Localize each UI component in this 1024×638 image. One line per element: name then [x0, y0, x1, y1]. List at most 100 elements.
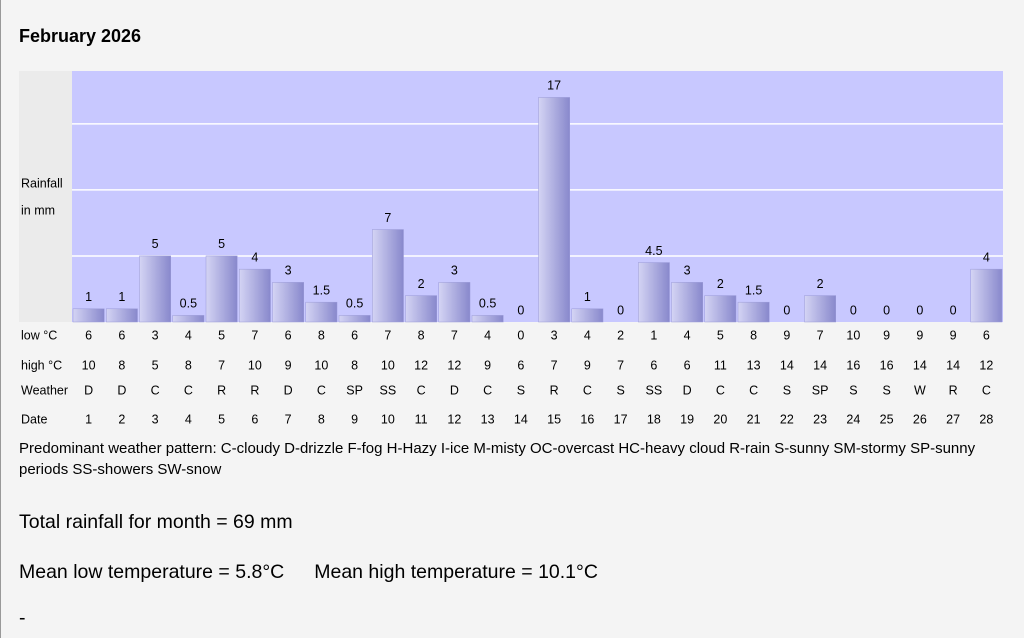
- row-cell: C: [716, 383, 725, 397]
- row-cell: C: [184, 383, 193, 397]
- x-tick-label: 20: [713, 412, 727, 426]
- bar: [405, 295, 437, 323]
- value-label: 0: [883, 303, 890, 317]
- row-cell: 8: [318, 328, 325, 342]
- x-tick-label: 23: [813, 412, 827, 426]
- x-tick-label: 19: [680, 412, 694, 426]
- row-cell: 1: [650, 328, 657, 342]
- bar: [737, 301, 770, 323]
- x-tick-label: 15: [547, 412, 561, 426]
- row-cell: 9: [584, 358, 591, 372]
- bar: [239, 268, 271, 323]
- row-cell: D: [450, 383, 459, 397]
- bar: [272, 282, 304, 323]
- row-cell: 14: [913, 358, 927, 372]
- bar: [172, 315, 205, 323]
- value-label: 5: [218, 237, 225, 251]
- value-label: 17: [547, 79, 561, 93]
- row-cell: SS: [646, 383, 663, 397]
- row-cell: 11: [714, 358, 727, 372]
- value-label: 7: [384, 211, 391, 225]
- bar: [72, 308, 105, 323]
- row-cell: 8: [750, 328, 757, 342]
- row-cell: D: [284, 383, 293, 397]
- row-cell: 8: [185, 358, 192, 372]
- row-cell: 6: [351, 328, 358, 342]
- x-tick-label: 27: [946, 412, 960, 426]
- value-label: 3: [684, 264, 691, 278]
- x-tick-label: 9: [351, 412, 358, 426]
- x-tick-label: 4: [185, 412, 192, 426]
- row-cell: 8: [351, 358, 358, 372]
- y-axis-label: Rainfall: [21, 176, 63, 190]
- row-cell: 7: [384, 328, 391, 342]
- row-cell: 14: [813, 358, 827, 372]
- row-cell: C: [483, 383, 492, 397]
- row-label: low °C: [21, 328, 57, 342]
- bar: [438, 282, 471, 323]
- total-rainfall: Total rainfall for month = 69 mm: [19, 511, 293, 533]
- x-tick-label: 26: [913, 412, 927, 426]
- mean-low: Mean low temperature = 5.8°C: [19, 561, 285, 583]
- value-label: 0: [950, 303, 957, 317]
- x-tick-label: 17: [614, 412, 628, 426]
- y-axis-label: in mm: [21, 203, 55, 217]
- row-cell: C: [317, 383, 326, 397]
- x-tick-label: 2: [118, 412, 125, 426]
- value-label: 0: [617, 303, 624, 317]
- row-cell: 10: [381, 358, 395, 372]
- bar: [638, 262, 670, 323]
- value-label: 1: [584, 290, 591, 304]
- value-label: 0: [916, 303, 923, 317]
- row-cell: SS: [380, 383, 397, 397]
- row-cell: 14: [946, 358, 960, 372]
- row-cell: 3: [551, 328, 558, 342]
- bar: [372, 229, 404, 323]
- row-cell: 6: [118, 328, 125, 342]
- row-cell: 5: [218, 328, 225, 342]
- x-tick-label: 7: [285, 412, 292, 426]
- row-cell: C: [583, 383, 592, 397]
- x-tick-label: 21: [747, 412, 761, 426]
- row-cell: 4: [684, 328, 691, 342]
- title: February 2026: [19, 26, 142, 46]
- x-tick-label: 13: [481, 412, 495, 426]
- row-cell: 9: [950, 328, 957, 342]
- row-cell: S: [849, 383, 857, 397]
- x-tick-label: 10: [381, 412, 395, 426]
- row-cell: 7: [617, 358, 624, 372]
- row-label: Date: [21, 412, 47, 426]
- value-label: 0.5: [346, 297, 363, 311]
- row-cell: 9: [883, 328, 890, 342]
- x-tick-label: 16: [580, 412, 594, 426]
- chart: Rainfall in mm low °C 6 6 3 4 5 7 6 8 6 7 8 7 4 0 3 4 2 1 4 5 8…: [19, 71, 1003, 426]
- value-label: 1: [85, 290, 92, 304]
- mean-high: Mean high temperature = 10.1°C: [314, 561, 598, 583]
- row-cell: 13: [747, 358, 761, 372]
- row-cell: 6: [285, 328, 292, 342]
- row-cell: 10: [248, 358, 262, 372]
- row-cell: 8: [118, 358, 125, 372]
- row-cell: 3: [152, 328, 159, 342]
- bar: [671, 282, 703, 323]
- value-label: 1.5: [313, 283, 330, 297]
- x-tick-label: 8: [318, 412, 325, 426]
- value-label: 2: [418, 277, 425, 291]
- row-cell: S: [616, 383, 624, 397]
- x-tick-label: 24: [846, 412, 860, 426]
- bar: [571, 308, 604, 323]
- row-cell: 8: [418, 328, 425, 342]
- row-cell: R: [949, 383, 958, 397]
- x-tick-label: 25: [880, 412, 894, 426]
- row-cell: 6: [983, 328, 990, 342]
- value-label: 1: [118, 290, 125, 304]
- row-cell: 7: [251, 328, 258, 342]
- x-tick-label: 1: [85, 412, 92, 426]
- row-cell: 10: [846, 328, 860, 342]
- row-cell: 7: [817, 328, 824, 342]
- row-cell: R: [250, 383, 259, 397]
- row-cell: 4: [584, 328, 591, 342]
- bar: [205, 255, 238, 323]
- bar: [471, 315, 504, 323]
